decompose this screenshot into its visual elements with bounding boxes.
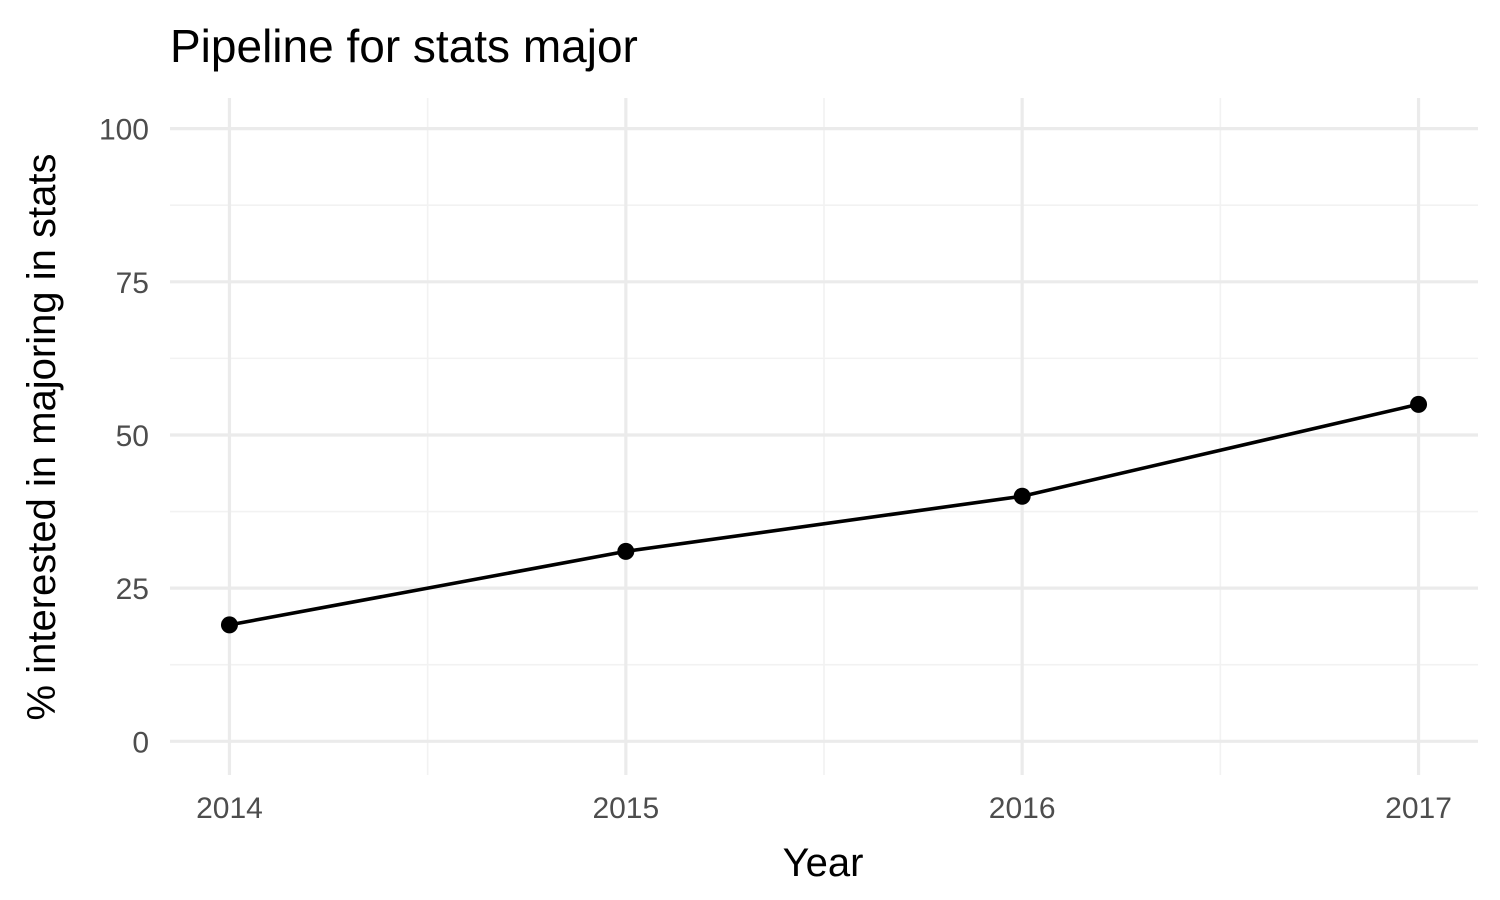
data-point: [617, 542, 635, 560]
y-axis-tick-labels: 0 25 50 75 100: [99, 114, 149, 760]
x-tick-label: 2014: [196, 792, 263, 825]
y-tick-label: 50: [116, 420, 149, 453]
x-tick-label: 2015: [592, 792, 659, 825]
major-gridlines: [170, 98, 1478, 775]
y-tick-label: 25: [116, 573, 149, 606]
x-tick-label: 2016: [989, 792, 1056, 825]
chart-title: Pipeline for stats major: [170, 20, 638, 72]
series-layer: [229, 402, 1419, 627]
data-point: [1410, 395, 1428, 413]
y-tick-label: 75: [116, 267, 149, 300]
data-point: [1013, 487, 1031, 505]
points-layer: [220, 395, 1428, 634]
y-axis-title: % interested in majoring in stats: [20, 154, 64, 721]
y-tick-label: 0: [132, 726, 149, 759]
series-line: [229, 402, 1419, 627]
data-point: [220, 616, 238, 634]
y-tick-label: 100: [99, 114, 149, 147]
x-axis-tick-labels: 2014 2015 2016 2017: [196, 792, 1452, 825]
x-axis-title: Year: [783, 841, 864, 885]
x-tick-label: 2017: [1385, 792, 1452, 825]
